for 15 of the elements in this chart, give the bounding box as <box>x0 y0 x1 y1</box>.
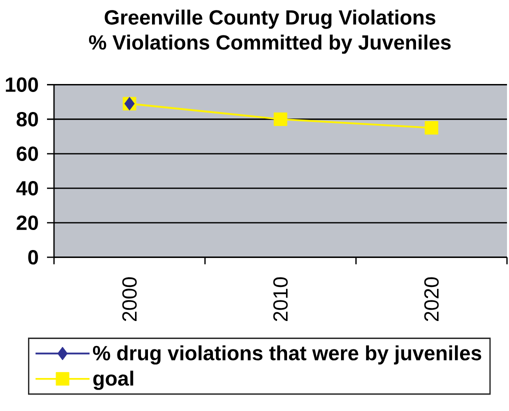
y-tick-label: 40 <box>16 180 38 196</box>
y-tick-label: 20 <box>16 216 38 230</box>
point <box>424 121 438 135</box>
x-tick-label: 2020 <box>424 277 439 322</box>
x-tick-label: 2010 <box>273 277 288 322</box>
point <box>274 112 288 126</box>
y-tick-label: 0 <box>28 250 38 265</box>
chart-subtitle: % Violations Committed by Juveniles <box>89 34 451 54</box>
legend-label: % drug violations that were by juveniles <box>92 345 482 365</box>
x-tick-label: 2000 <box>122 277 137 322</box>
legend-label: goal <box>93 370 134 390</box>
y-tick-label: 60 <box>16 146 38 161</box>
y-tick-label: 100 <box>6 77 38 92</box>
y-tick-label: 80 <box>16 112 38 126</box>
chart-title: Greenville County Drug Violations <box>104 10 436 29</box>
